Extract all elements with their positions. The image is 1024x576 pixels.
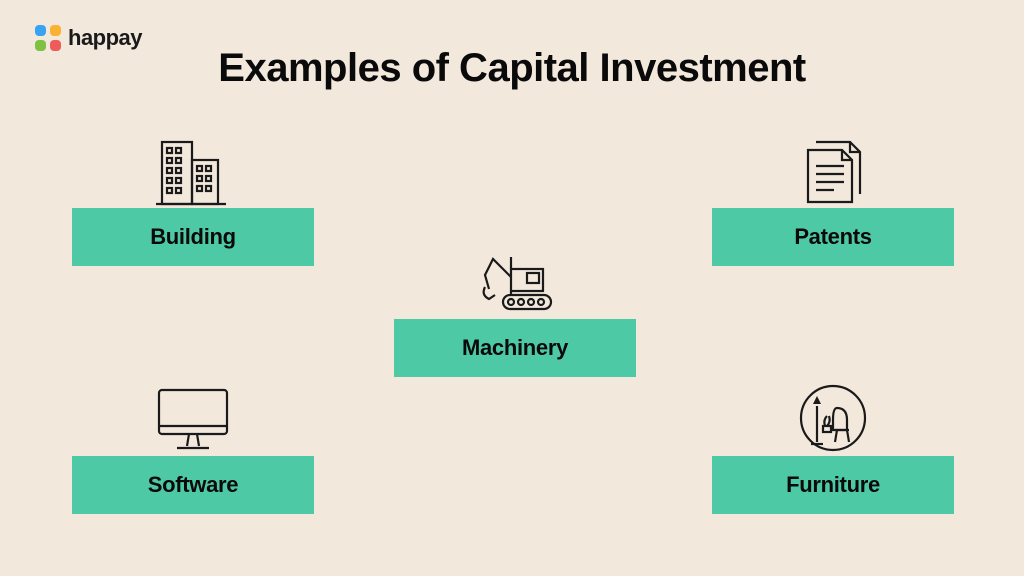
machinery-icon	[394, 241, 636, 319]
patents-icon	[712, 130, 954, 208]
card-software: Software	[72, 378, 314, 514]
card-label: Patents	[712, 208, 954, 266]
card-label: Software	[72, 456, 314, 514]
furniture-icon	[712, 378, 954, 456]
card-building: Building	[72, 130, 314, 266]
card-machinery: Machinery	[394, 241, 636, 377]
card-patents: Patents	[712, 130, 954, 266]
page-title: Examples of Capital Investment	[0, 46, 1024, 91]
building-icon	[72, 130, 314, 208]
card-furniture: Furniture	[712, 378, 954, 514]
card-label: Machinery	[394, 319, 636, 377]
card-label: Building	[72, 208, 314, 266]
software-icon	[72, 378, 314, 456]
card-label: Furniture	[712, 456, 954, 514]
